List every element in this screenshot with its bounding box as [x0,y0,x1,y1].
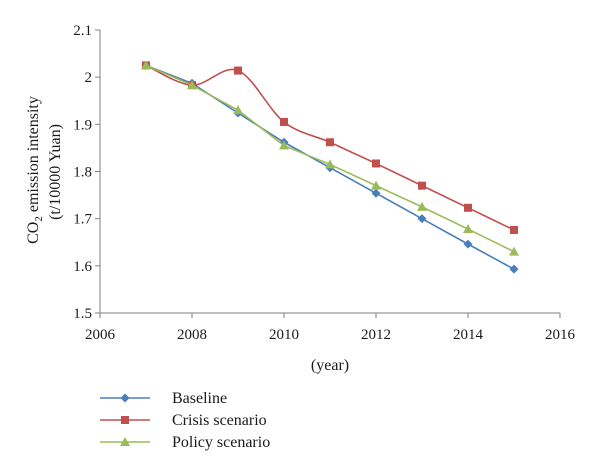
data-point-policy-scenario [233,105,243,115]
data-point-crisis-scenario [234,66,242,75]
legend-item-crisis-scenario: Crisis scenario [100,412,267,429]
x-tick-label: 2008 [177,327,207,343]
legend-label: Policy scenario [172,434,270,451]
legend-label: Baseline [172,390,227,407]
y-axis-title-prefix: CO [25,222,42,244]
legend-label: Crisis scenario [172,412,267,429]
data-point-policy-scenario [279,140,289,150]
y-tick-label: 2.1 [73,23,92,39]
data-point-crisis-scenario [510,225,518,234]
y-tick-label: 1.5 [73,306,92,322]
data-point-crisis-scenario [280,117,288,126]
legend-marker [121,416,129,424]
legend-marker [120,393,130,403]
data-point-crisis-scenario [418,181,426,190]
data-point-baseline [371,188,381,198]
y-axis-title-suffix: emission intensity [25,96,42,216]
y-axis-title: CO2 emission intensity [25,96,45,244]
data-point-crisis-scenario [372,159,380,168]
legend-item-baseline: Baseline [100,390,227,407]
data-point-policy-scenario [509,246,519,256]
data-point-policy-scenario [325,159,335,169]
y-tick-label: 2 [85,70,93,86]
legend: Baseline Crisis scenario Policy scenario [100,390,270,451]
axes: 1.5 1.6 1.7 1.8 1.9 2 2.1 2006 2008 2010 2012 2014 2… [73,23,575,343]
y-tick-label: 1.9 [73,117,92,133]
series-layer [141,60,519,274]
x-tick-label: 2014 [453,327,484,343]
data-point-crisis-scenario [326,138,334,147]
legend-marker [120,437,130,446]
series-policy-scenario [141,60,519,256]
data-point-policy-scenario [463,224,473,234]
data-point-policy-scenario [371,180,381,190]
data-point-policy-scenario [141,60,151,70]
data-point-crisis-scenario [464,203,472,212]
y-tick-label: 1.8 [73,165,92,181]
legend-item-policy-scenario: Policy scenario [100,434,270,451]
x-tick-label: 2012 [361,327,391,343]
y-axis-title-line2: (t/10000 Yuan) [47,124,64,220]
data-point-baseline [417,214,427,224]
y-tick-label: 1.7 [73,212,92,228]
x-axis-title: (year) [311,357,349,374]
x-tick-label: 2006 [85,327,116,343]
data-point-baseline [463,239,473,249]
y-axis-title-subscript: 2 [33,216,45,222]
data-point-policy-scenario [187,80,197,90]
y-tick-label: 1.6 [73,259,92,275]
data-point-baseline [509,264,519,274]
data-point-policy-scenario [417,201,427,211]
series-line-policy-scenario [145,64,515,253]
x-tick-label: 2016 [545,327,576,343]
x-tick-label: 2010 [269,327,299,343]
